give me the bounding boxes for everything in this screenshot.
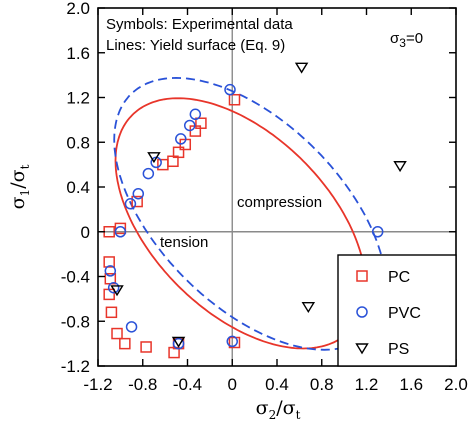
data-point-pc [114, 222, 127, 235]
data-point-pc [119, 337, 131, 350]
axis-ticks: -1.2 -0.8 -0.4 0 0.4 0.8 1.2 1.6 2.0 2.0 1.6 1.2 0.8… [61, 0, 468, 394]
x-tick-label: 1.6 [399, 375, 423, 394]
data-point-pvc [104, 265, 117, 277]
y-tick-label: 2.0 [66, 0, 90, 18]
yield-curves [113, 76, 388, 351]
data-point-ps [294, 62, 309, 74]
data-point-pvc [189, 108, 202, 121]
y-tick-label: -1.2 [61, 357, 90, 376]
data-point-pc [131, 195, 143, 208]
x-tick-label: 2.0 [444, 375, 468, 394]
data-point-pc [140, 341, 152, 353]
legend-label-ps: PS [388, 341, 409, 358]
data-point-pvc [124, 198, 137, 210]
y-tick-label: 1.2 [66, 89, 90, 108]
data-point-ps [171, 336, 186, 348]
x-tick-label: -1.2 [83, 375, 112, 394]
label-compression: compression [237, 194, 322, 211]
x-tick-label: -0.8 [128, 375, 157, 394]
y-tick-label: 1.6 [66, 44, 90, 63]
data-point-ps [110, 285, 124, 297]
annotation-symbols: Symbols: Experimental data [106, 16, 293, 33]
data-point-pc [111, 327, 123, 340]
data-point-pvc [172, 337, 185, 350]
data-point-pvc [114, 226, 127, 238]
data-point-pvc [371, 226, 384, 238]
legend-marker-pvc [356, 306, 368, 318]
y-tick-label: -0.4 [61, 268, 90, 287]
x-tick-label: 1.2 [355, 375, 379, 394]
y-tick-label: -0.8 [61, 312, 90, 331]
data-point-pc [157, 158, 169, 171]
x-tick-label: 0.4 [265, 375, 289, 394]
reference-lines [98, 8, 456, 366]
legend-label-pc: PC [388, 269, 410, 286]
x-tick-label: 0 [228, 375, 237, 394]
data-point-ps [301, 302, 316, 314]
data-points [103, 62, 407, 359]
data-point-pvc [226, 335, 238, 348]
data-point-pvc [224, 83, 236, 96]
y-tick-label: 0.4 [66, 178, 90, 197]
data-point-pvc [175, 133, 187, 145]
data-point-pc [103, 256, 115, 268]
annotation-sigma3: σ3=0 [390, 30, 423, 50]
label-tension: tension [160, 234, 208, 251]
annotation-lines: Lines: Yield surface (Eq. 9) [106, 37, 285, 54]
data-point-pc [105, 306, 118, 319]
data-point-pvc [142, 167, 155, 180]
data-point-ps [147, 152, 161, 164]
y-axis-label: σ1/σt [7, 164, 32, 209]
data-point-pvc [125, 321, 138, 333]
legend-marker-pc [356, 270, 368, 282]
y-tick-label: 0 [81, 223, 90, 242]
x-tick-label: 0.8 [310, 375, 334, 394]
legend-label-pvc: PVC [388, 305, 421, 322]
data-point-ps [393, 161, 407, 173]
data-point-pc [228, 93, 241, 106]
legend-marker-ps [355, 343, 369, 355]
x-tick-label: -0.4 [173, 375, 202, 394]
yield-curve-pc [114, 97, 367, 350]
data-point-pvc [107, 281, 120, 294]
legend: PC PVC PS [337, 254, 457, 367]
data-point-pvc [183, 119, 196, 132]
data-point-pvc [132, 187, 145, 200]
x-axis-label: σ2/σt [256, 397, 301, 422]
y-tick-label: 0.8 [66, 133, 90, 152]
